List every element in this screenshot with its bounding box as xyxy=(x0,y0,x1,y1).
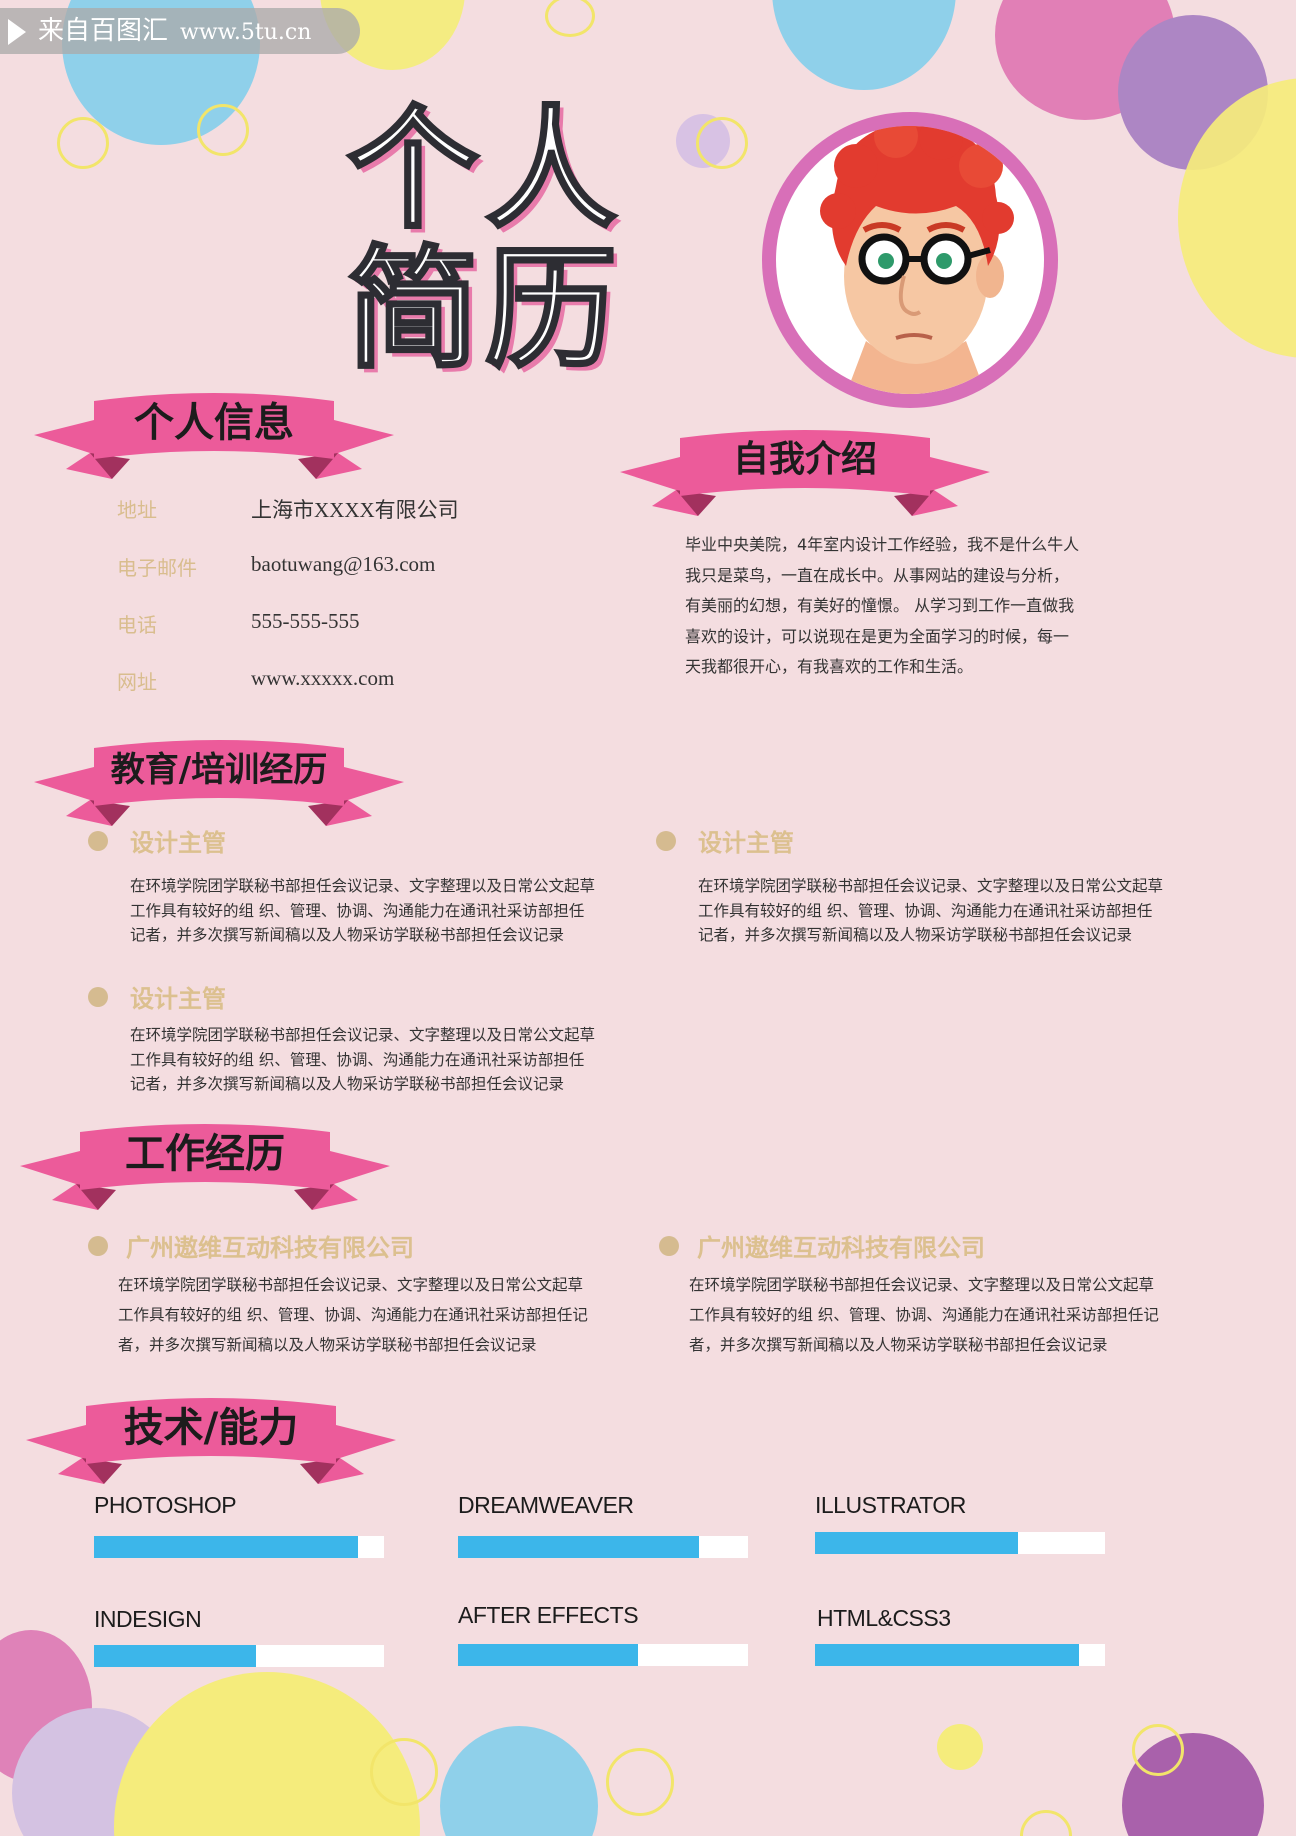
ribbon-self-intro: 自我介绍 xyxy=(620,430,990,526)
skill-bar-fill xyxy=(94,1536,358,1558)
decor-ring-3 xyxy=(545,0,595,37)
info-label-website: 网址 xyxy=(117,670,157,694)
decor-ring-7 xyxy=(1132,1724,1184,1776)
info-label-email: 电子邮件 xyxy=(117,556,197,580)
skill-bar-dreamweaver xyxy=(458,1536,748,1558)
decor-ring-2 xyxy=(197,104,249,156)
ribbon-education: 教育/培训经历 xyxy=(34,740,404,836)
education-desc: 在环境学院团学联秘书部担任会议记录、文字整理以及日常公文起草 工作具有较好的组 … xyxy=(130,874,670,948)
desc-line: 在环境学院团学联秘书部担任会议记录、文字整理以及日常公文起草 xyxy=(118,1276,584,1294)
ribbon-skills: 技术/能力 xyxy=(26,1398,396,1494)
info-value-email: baotuwang@163.com xyxy=(251,552,436,576)
decor-circle-blue-bottom xyxy=(440,1726,598,1836)
section-heading-skills: 技术/能力 xyxy=(123,1405,299,1451)
info-label-address: 地址 xyxy=(117,498,157,522)
desc-line: 工作具有较好的组 织、管理、协调、沟通能力在通讯社采访部担任 xyxy=(698,901,1153,920)
work-title: 广州遨维互动科技有限公司 xyxy=(697,1234,985,1262)
education-title: 设计主管 xyxy=(698,829,794,857)
skill-bar-indesign xyxy=(94,1645,384,1667)
desc-line: 记者，并多次撰写新闻稿以及人物采访学联秘书部担任会议记录 xyxy=(130,926,565,944)
skill-name-dreamweaver: DREAMWEAVER xyxy=(458,1492,634,1518)
skill-bar-fill xyxy=(458,1536,699,1558)
info-label-phone: 电话 xyxy=(117,613,157,637)
skill-bar-photoshop xyxy=(94,1536,384,1558)
desc-line: 工作具有较好的组 织、管理、协调、沟通能力在通讯社采访部担任 xyxy=(130,1050,585,1069)
watermark-url: www.5tu.cn xyxy=(180,20,312,45)
info-value-phone: 555-555-555 xyxy=(251,609,360,633)
skill-bar-html-css3 xyxy=(815,1644,1105,1666)
skill-bar-fill xyxy=(815,1532,1018,1554)
skill-bar-fill xyxy=(815,1644,1079,1666)
ribbon-personal-info: 个人信息 xyxy=(34,393,394,489)
bullet-dot xyxy=(88,987,108,1007)
skill-bar-after-effects xyxy=(458,1644,748,1666)
skill-name-illustrator: ILLUSTRATOR xyxy=(815,1492,966,1518)
desc-line: 在环境学院团学联秘书部担任会议记录、文字整理以及日常公文起草 xyxy=(130,1026,596,1044)
info-value-website: www.xxxxx.com xyxy=(251,666,395,690)
skill-name-html-css3: HTML&CSS3 xyxy=(817,1605,951,1631)
desc-line: 在环境学院团学联秘书部担任会议记录、文字整理以及日常公文起草 xyxy=(130,877,596,895)
desc-line: 在环境学院团学联秘书部担任会议记录、文字整理以及日常公文起草 xyxy=(698,877,1164,895)
desc-line: 工作具有较好的组 织、管理、协调、沟通能力在通讯社采访部担任 xyxy=(130,901,585,920)
desc-line: 记者，并多次撰写新闻稿以及人物采访学联秘书部担任会议记录 xyxy=(698,926,1133,944)
work-desc: 在环境学院团学联秘书部担任会议记录、文字整理以及日常公文起草 工作具有较好的组 … xyxy=(689,1270,1229,1360)
education-title: 设计主管 xyxy=(130,985,226,1013)
work-desc: 在环境学院团学联秘书部担任会议记录、文字整理以及日常公文起草 工作具有较好的组 … xyxy=(118,1270,658,1360)
work-title: 广州遨维互动科技有限公司 xyxy=(126,1234,414,1262)
ribbon-shape xyxy=(26,1398,396,1484)
skill-bar-illustrator xyxy=(815,1532,1105,1554)
bullet-dot xyxy=(88,1236,108,1256)
education-desc: 在环境学院团学联秘书部担任会议记录、文字整理以及日常公文起草 工作具有较好的组 … xyxy=(698,874,1238,948)
ribbon-shape xyxy=(620,430,990,516)
skill-bar-fill xyxy=(458,1644,638,1666)
play-icon xyxy=(8,18,26,45)
self-intro-line: 喜欢的设计，可以说现在是更为全面学习的时候，每一 xyxy=(685,626,1070,646)
section-heading-personal-info: 个人信息 xyxy=(134,400,294,446)
section-heading-self-intro: 自我介绍 xyxy=(732,439,877,480)
decor-ring-8 xyxy=(1020,1810,1072,1836)
self-intro-text: 毕业中央美院，4年室内设计工作经验，我不是什么牛人 我只是菜鸟，一直在成长中。从… xyxy=(685,530,1155,683)
skill-bar-fill xyxy=(94,1645,257,1667)
self-intro-line: 天我都很开心，有我喜欢的工作和生活。 xyxy=(685,657,974,676)
skill-name-after-effects: AFTER EFFECTS xyxy=(458,1602,639,1628)
desc-line: 者，并多次撰写新闻稿以及人物采访学联秘书部担任会议记录 xyxy=(689,1336,1108,1354)
decor-ring-6 xyxy=(606,1748,674,1816)
decor-ring-1 xyxy=(57,117,109,169)
ribbon-shape xyxy=(34,393,394,479)
avatar-frame xyxy=(762,112,1058,408)
ribbon-shape xyxy=(34,740,404,826)
decor-circle-yellow-small-bottom xyxy=(937,1724,983,1770)
bullet-dot xyxy=(88,831,108,851)
self-intro-line: 我只是菜鸟，一直在成长中。从事网站的建设与分析， xyxy=(685,565,1070,585)
desc-line: 者，并多次撰写新闻稿以及人物采访学联秘书部担任会议记录 xyxy=(118,1336,537,1354)
skill-name-indesign: INDESIGN xyxy=(94,1606,202,1632)
education-desc: 在环境学院团学联秘书部担任会议记录、文字整理以及日常公文起草 工作具有较好的组 … xyxy=(130,1023,670,1097)
self-intro-line: 有美丽的幻想，有美好的憧憬。 从学习到工作一直做我 xyxy=(685,596,1075,615)
desc-line: 工作具有较好的组 织、管理、协调、沟通能力在通讯社采访部担任记 xyxy=(118,1306,588,1324)
self-intro-line: 毕业中央美院，4年室内设计工作经验，我不是什么牛人 xyxy=(685,535,1080,554)
ribbon-shape xyxy=(20,1124,390,1210)
decor-ring-4 xyxy=(696,117,748,169)
desc-line: 工作具有较好的组 织、管理、协调、沟通能力在通讯社采访部担任记 xyxy=(689,1306,1159,1324)
ribbon-work: 工作经历 xyxy=(20,1124,390,1220)
watermark-bar: 来自百图汇 www.5tu.cn xyxy=(0,8,360,54)
watermark-text: 来自百图汇 xyxy=(38,16,169,46)
decor-circle-blue-top xyxy=(772,0,956,90)
desc-line: 在环境学院团学联秘书部担任会议记录、文字整理以及日常公文起草 xyxy=(689,1276,1155,1294)
section-heading-education: 教育/培训经历 xyxy=(110,750,328,790)
education-title: 设计主管 xyxy=(130,829,226,857)
bullet-dot xyxy=(656,831,676,851)
skill-name-photoshop: PHOTOSHOP xyxy=(94,1492,237,1518)
resume-title-line1: 个人 xyxy=(346,93,623,247)
decor-ring-5 xyxy=(370,1738,438,1806)
cartoon-avatar-icon xyxy=(776,126,1044,394)
info-value-address: 上海市XXXX有限公司 xyxy=(251,498,459,522)
desc-line: 记者，并多次撰写新闻稿以及人物采访学联秘书部担任会议记录 xyxy=(130,1075,565,1093)
section-heading-work: 工作经历 xyxy=(125,1131,285,1177)
avatar-illustration xyxy=(820,126,1014,394)
resume-title-line2: 简历 xyxy=(346,233,623,387)
bullet-dot xyxy=(659,1236,679,1256)
